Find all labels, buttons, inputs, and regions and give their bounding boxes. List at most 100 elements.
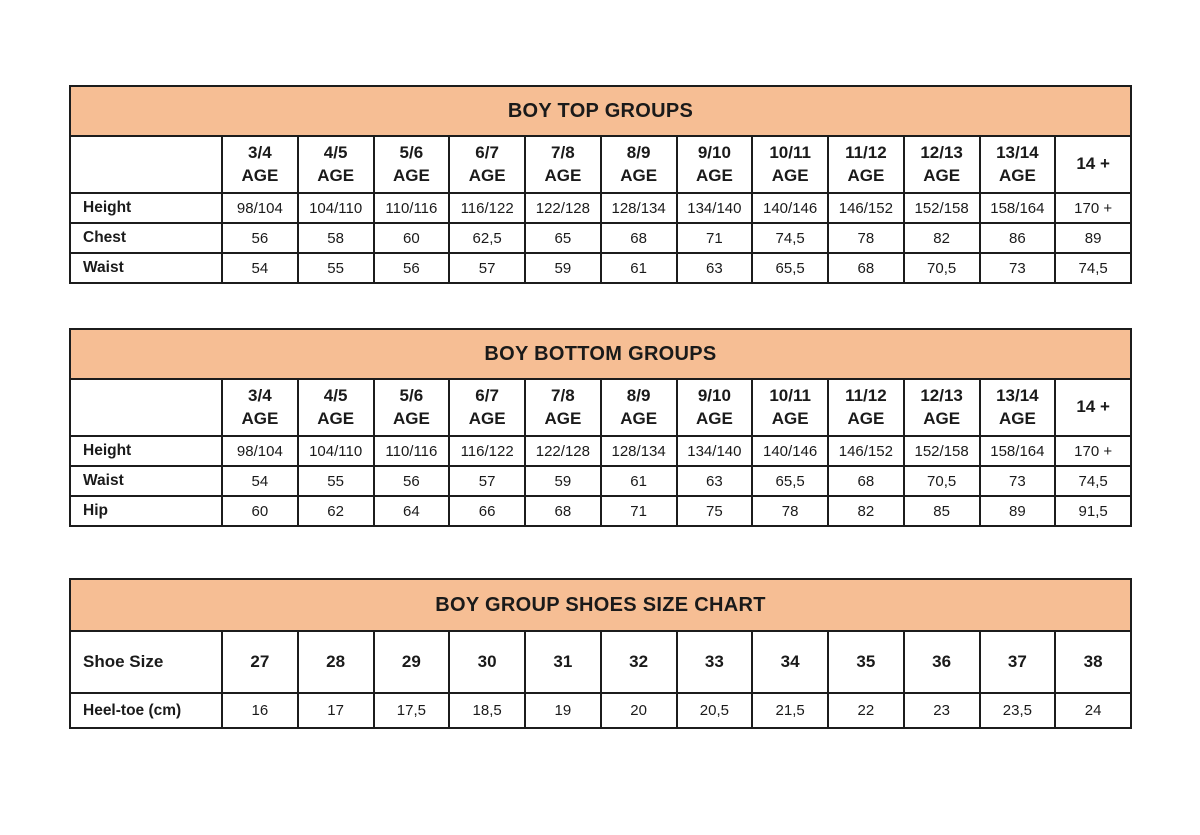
column-header-line: 5/6 xyxy=(399,386,424,406)
column-header-line: AGE xyxy=(923,408,961,428)
value-cell: 65 xyxy=(524,222,602,254)
row-label: Height xyxy=(69,192,223,224)
size-table: BOY BOTTOM GROUPS 3/4 AGE 4/5 AGE 5/6 AGE 6/7 AG… xyxy=(69,328,1132,527)
column-header: 38 xyxy=(1054,630,1132,694)
value-cell: 82 xyxy=(902,222,981,254)
column-header: 13/14 AGE xyxy=(978,378,1057,437)
value-cell: 23 xyxy=(902,692,981,729)
value-cell: 70,5 xyxy=(902,465,981,497)
value-cell: 78 xyxy=(751,495,829,527)
column-header-line: AGE xyxy=(544,408,582,428)
value-cell: 128/134 xyxy=(599,435,678,467)
column-header-line: AGE xyxy=(544,165,582,185)
value-cell: 22 xyxy=(827,692,905,729)
column-header: 12/13 AGE xyxy=(902,378,981,437)
column-header-line: 11/12 xyxy=(845,143,887,163)
column-header: 31 xyxy=(524,630,602,694)
header-label-cell xyxy=(69,378,223,437)
value-cell: 75 xyxy=(675,495,754,527)
column-header: 5/6 AGE xyxy=(372,378,451,437)
value-cell: 63 xyxy=(675,465,754,497)
value-cell: 73 xyxy=(978,465,1057,497)
value-cell: 62,5 xyxy=(448,222,526,254)
value-cell: 152/158 xyxy=(902,192,981,224)
value-cell: 140/146 xyxy=(751,435,829,467)
table-title: BOY GROUP SHOES SIZE CHART xyxy=(69,578,1132,632)
column-header-line: 8/9 xyxy=(626,386,651,406)
column-header-line: 3/4 xyxy=(248,386,272,406)
column-header-line: 4/5 xyxy=(323,143,348,163)
column-header: 30 xyxy=(448,630,526,694)
column-header-line: AGE xyxy=(771,165,809,185)
value-cell: 58 xyxy=(296,222,375,254)
column-header-line: 10/11 xyxy=(769,143,811,163)
table-row: Waist 54 55 56 57 59 61 63 65,5 68 70,5 73 74,5 xyxy=(69,465,1132,497)
column-header: 28 xyxy=(296,630,375,694)
value-cell: 68 xyxy=(827,465,905,497)
column-header-line: 37 xyxy=(1007,651,1027,671)
boy-group-shoes-size-chart-table: BOY GROUP SHOES SIZE CHART Shoe Size 27 28 2… xyxy=(69,578,1132,729)
table-title: BOY TOP GROUPS xyxy=(69,85,1132,137)
column-header: 9/10 AGE xyxy=(675,135,754,194)
table-row: Heel-toe (cm) 16 17 17,5 18,5 19 20 20,5 21,5 22 2… xyxy=(69,692,1132,729)
value-cell: 68 xyxy=(827,252,905,284)
value-cell: 122/128 xyxy=(524,192,602,224)
value-cell: 23,5 xyxy=(978,692,1057,729)
value-cell: 146/152 xyxy=(827,435,905,467)
column-header-line: 36 xyxy=(932,651,952,671)
value-cell: 20,5 xyxy=(675,692,754,729)
column-header: 37 xyxy=(978,630,1057,694)
value-cell: 55 xyxy=(296,465,375,497)
value-cell: 104/110 xyxy=(296,192,375,224)
column-header: 36 xyxy=(902,630,981,694)
column-header-line: 3/4 xyxy=(248,143,272,163)
value-cell: 98/104 xyxy=(221,435,299,467)
row-label: Heel-toe (cm) xyxy=(69,692,223,729)
column-header-line: AGE xyxy=(620,165,658,185)
value-cell: 74,5 xyxy=(1054,465,1132,497)
value-cell: 152/158 xyxy=(902,435,981,467)
column-header: 3/4 AGE xyxy=(221,378,299,437)
column-header: 5/6 AGE xyxy=(372,135,451,194)
column-header-line: 35 xyxy=(856,651,876,671)
column-header: 11/12 AGE xyxy=(827,378,905,437)
value-cell: 62 xyxy=(296,495,375,527)
column-header-line: 4/5 xyxy=(323,386,348,406)
column-header: 9/10 AGE xyxy=(675,378,754,437)
column-header-line: 34 xyxy=(780,651,800,671)
value-cell: 146/152 xyxy=(827,192,905,224)
value-cell: 65,5 xyxy=(751,252,829,284)
table-row: Waist 54 55 56 57 59 61 63 65,5 68 70,5 73 74,5 xyxy=(69,252,1132,284)
column-header-line: 9/10 xyxy=(697,143,731,163)
value-cell: 56 xyxy=(372,465,451,497)
column-header-line: 7/8 xyxy=(551,386,575,406)
header-label-cell xyxy=(69,135,223,194)
value-cell: 82 xyxy=(827,495,905,527)
column-header: 33 xyxy=(675,630,754,694)
table-row: Chest 56 58 60 62,5 65 68 71 74,5 78 82 86 89 xyxy=(69,222,1132,254)
column-header-line: 7/8 xyxy=(551,143,575,163)
column-header-line: 14 + xyxy=(1076,397,1110,417)
column-header-line: AGE xyxy=(317,165,355,185)
table-row: Height 98/104 104/110 110/116 116/122 122/128… xyxy=(69,435,1132,467)
value-cell: 110/116 xyxy=(372,435,451,467)
value-cell: 61 xyxy=(599,252,678,284)
value-cell: 66 xyxy=(448,495,526,527)
boy-top-groups-table: BOY TOP GROUPS 3/4 AGE 4/5 AGE 5/6 AGE 6/7 AGE 7/… xyxy=(69,85,1132,284)
column-header: 4/5 AGE xyxy=(296,135,375,194)
value-cell: 17,5 xyxy=(372,692,451,729)
row-label: Waist xyxy=(69,465,223,497)
value-cell: 57 xyxy=(448,252,526,284)
value-cell: 63 xyxy=(675,252,754,284)
value-cell: 21,5 xyxy=(751,692,829,729)
column-header-line: 38 xyxy=(1083,651,1103,671)
value-cell: 158/164 xyxy=(978,435,1057,467)
value-cell: 89 xyxy=(1054,222,1132,254)
column-header-line: 29 xyxy=(401,651,421,671)
column-header-line: 30 xyxy=(477,651,497,671)
value-cell: 18,5 xyxy=(448,692,526,729)
column-header-line: AGE xyxy=(695,165,733,185)
column-header: 6/7 AGE xyxy=(448,378,526,437)
column-header: 29 xyxy=(372,630,451,694)
